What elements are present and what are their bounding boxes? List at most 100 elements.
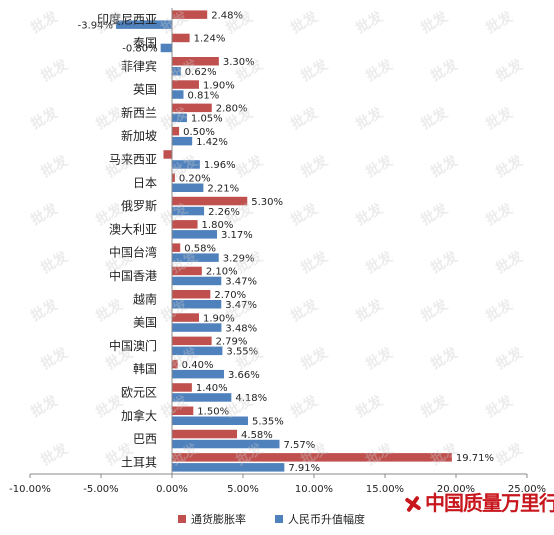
category-label: 土耳其 xyxy=(121,455,157,469)
category-label: 印度尼西亚 xyxy=(97,12,157,27)
category-label: 中国台湾 xyxy=(109,245,157,260)
rmb-value-label: 3.17% xyxy=(221,230,253,241)
inflation-value-label: 2.80% xyxy=(216,104,248,115)
inflation-bar xyxy=(172,383,192,392)
rmb-value-label: 4.18% xyxy=(235,393,267,404)
category-label: 越南 xyxy=(133,291,157,306)
legend-label-inflation: 通货膨胀率 xyxy=(191,512,246,526)
inflation-value-label: 4.58% xyxy=(241,430,273,441)
inflation-bar xyxy=(172,103,212,113)
category-label: 中国香港 xyxy=(109,268,157,283)
category-label: 美国 xyxy=(133,316,157,330)
rmb-value-label: 2.26% xyxy=(208,207,240,218)
inflation-value-label: 2.48% xyxy=(211,10,243,21)
inflation-bar xyxy=(172,453,452,462)
rmb-appreciation-bar xyxy=(172,346,223,356)
inflation-bar xyxy=(172,33,190,43)
inflation-bar xyxy=(172,220,198,229)
inflation-bar xyxy=(172,290,211,299)
inflation-bar xyxy=(172,336,212,346)
rmb-appreciation-bar xyxy=(116,20,172,29)
rmb-appreciation-bar xyxy=(172,113,187,123)
rmb-value-label: 7.91% xyxy=(288,463,320,474)
inflation-value-label: 2.79% xyxy=(216,337,248,348)
category-label: 俄罗斯 xyxy=(121,199,157,213)
inflation-bar xyxy=(172,313,199,322)
x-tick-label: 15.00% xyxy=(366,484,404,495)
rmb-appreciation-bar xyxy=(172,323,222,332)
inflation-value-label: 5.30% xyxy=(251,197,283,208)
rmb-appreciation-bar xyxy=(172,67,181,76)
x-tick-label: 0.00% xyxy=(156,484,188,495)
logo-mark-icon xyxy=(404,495,422,513)
logo-text: 中国质量万里行 xyxy=(425,491,554,515)
inflation-value-label: 0.58% xyxy=(184,243,216,254)
legend-label-rmb: 人民币升值幅度 xyxy=(288,512,365,526)
inflation-bar xyxy=(172,173,175,182)
rmb-appreciation-bar xyxy=(172,416,248,425)
rmb-appreciation-bar xyxy=(172,463,285,472)
rmb-value-label: 3.47% xyxy=(225,277,257,288)
inflation-value-label: 0.40% xyxy=(182,360,214,371)
category-label: 马来西亚 xyxy=(109,152,157,166)
inflation-value-label: 1.90% xyxy=(203,313,235,324)
rmb-value-label: 0.81% xyxy=(188,90,220,101)
rmb-appreciation-bar xyxy=(172,136,193,146)
inflation-value-label: 19.71% xyxy=(456,453,494,464)
legend-swatch-rmb xyxy=(275,515,283,523)
rmb-value-label: 3.47% xyxy=(225,300,257,311)
inflation-value-label: 1.90% xyxy=(203,80,235,91)
rmb-appreciation-bar xyxy=(172,206,205,216)
rmb-value-label: 3.55% xyxy=(226,347,258,358)
brand-logo: 中国质量万里行 xyxy=(404,487,554,516)
inflation-bar xyxy=(172,10,208,19)
inflation-value-label: 0.50% xyxy=(183,127,215,138)
category-label: 加拿大 xyxy=(121,408,157,423)
category-label: 新加坡 xyxy=(121,128,157,143)
rmb-value-label: -0.80% xyxy=(122,44,157,55)
category-label: 巴西 xyxy=(133,432,157,446)
category-label: 中国澳门 xyxy=(109,338,157,353)
inflation-bar xyxy=(172,406,194,415)
rmb-value-label: 3.29% xyxy=(223,253,255,264)
x-tick-label: -10.00% xyxy=(9,484,51,495)
x-tick-label: 5.00% xyxy=(227,484,259,495)
rmb-appreciation-bar xyxy=(172,90,184,99)
inflation-value-label: 3.30% xyxy=(223,57,255,68)
rmb-value-label: 3.66% xyxy=(228,370,260,381)
rmb-value-label: 1.05% xyxy=(191,114,223,125)
rmb-appreciation-bar xyxy=(172,369,224,379)
rmb-appreciation-bar xyxy=(172,183,204,192)
inflation-bar xyxy=(172,359,178,369)
rmb-appreciation-bar xyxy=(172,393,232,402)
rmb-appreciation-bar xyxy=(172,160,200,169)
category-label: 欧元区 xyxy=(121,385,157,399)
inflation-value-label: 2.70% xyxy=(214,290,246,301)
category-label: 英国 xyxy=(133,83,157,97)
x-tick-label: 20.00% xyxy=(437,484,475,495)
inflation-value-label: 1.24% xyxy=(194,34,226,45)
rmb-appreciation-bar xyxy=(172,300,222,309)
inflation-value-label: 2.10% xyxy=(206,267,238,278)
category-label: 菲律宾 xyxy=(121,58,157,73)
category-label: 新西兰 xyxy=(121,105,157,120)
rmb-value-label: -3.94% xyxy=(78,20,113,31)
inflation-value-label: 1.50% xyxy=(197,407,229,418)
inflation-value-label: 1.40% xyxy=(196,383,228,394)
inflation-bar xyxy=(172,243,181,252)
rmb-value-label: 3.48% xyxy=(225,323,257,334)
rmb-appreciation-bar xyxy=(172,276,222,286)
inflation-value-label: 1.80% xyxy=(202,220,234,231)
category-label: 澳大利亚 xyxy=(109,222,157,236)
rmb-appreciation-bar xyxy=(160,43,172,53)
rmb-appreciation-bar xyxy=(172,439,280,449)
rmb-value-label: 7.57% xyxy=(283,440,315,451)
rmb-appreciation-bar xyxy=(172,253,219,262)
category-label: 泰国 xyxy=(133,36,157,50)
rmb-value-label: 1.96% xyxy=(204,160,236,171)
inflation-bar xyxy=(172,80,199,89)
inflation-bar xyxy=(172,126,180,136)
